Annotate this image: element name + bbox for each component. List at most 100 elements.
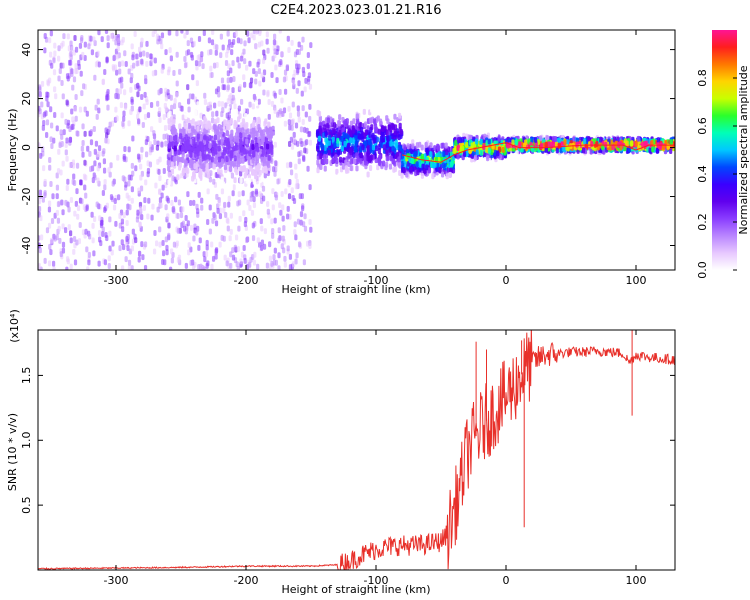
heatmap-cell bbox=[391, 124, 396, 131]
heatmap-cell bbox=[162, 250, 166, 257]
heatmap-cell bbox=[634, 140, 638, 147]
heatmap-cell bbox=[84, 228, 88, 235]
heatmap-cell bbox=[199, 135, 203, 142]
heatmap-cell bbox=[400, 172, 404, 179]
heatmap-cell bbox=[187, 127, 191, 134]
heatmap-cell bbox=[245, 64, 249, 71]
heatmap-cell bbox=[278, 30, 282, 34]
heatmap-cell bbox=[216, 117, 220, 124]
heatmap-cell bbox=[146, 213, 150, 220]
heatmap-cell bbox=[650, 139, 654, 146]
heatmap-cell bbox=[146, 167, 151, 174]
heatmap-cell bbox=[133, 233, 137, 240]
heatmap-cell bbox=[242, 244, 246, 251]
heatmap-cell bbox=[118, 245, 122, 252]
heatmap-cell bbox=[270, 100, 275, 107]
heatmap-cell bbox=[224, 60, 229, 67]
heatmap-cell bbox=[269, 140, 273, 147]
heatmap-cell bbox=[257, 98, 261, 105]
heatmap-cell bbox=[281, 111, 285, 118]
heatmap-cell bbox=[301, 66, 306, 73]
heatmap-cell bbox=[184, 146, 188, 153]
heatmap-cell bbox=[325, 141, 329, 148]
heatmap-cell bbox=[107, 255, 111, 262]
heatmap-cell bbox=[158, 117, 162, 124]
heatmap-cell bbox=[61, 223, 65, 230]
heatmap-cell bbox=[140, 93, 144, 100]
heatmap-cell bbox=[368, 117, 373, 124]
heatmap-cell bbox=[267, 154, 271, 161]
heatmap-cell bbox=[565, 139, 570, 146]
heatmap-cell bbox=[285, 213, 290, 220]
heatmap-cell bbox=[334, 154, 338, 161]
heatmap-cell bbox=[50, 62, 54, 69]
heatmap-cell bbox=[337, 120, 342, 127]
heatmap-cell bbox=[231, 94, 235, 101]
colorbar: 0.00.20.40.60.8 Normalized spectral ampl… bbox=[696, 30, 750, 279]
heatmap-cell bbox=[106, 88, 110, 95]
heatmap-cell bbox=[344, 165, 348, 172]
heatmap-cell bbox=[161, 239, 165, 246]
heatmap-cell bbox=[138, 51, 143, 58]
snr-spikes bbox=[475, 330, 633, 528]
heatmap-cell bbox=[48, 157, 52, 164]
heatmap-cell bbox=[160, 32, 165, 39]
heatmap-cell bbox=[136, 209, 140, 216]
heatmap-cell bbox=[346, 134, 350, 141]
heatmap-cell bbox=[279, 59, 283, 66]
heatmap-cell bbox=[145, 51, 150, 58]
heatmap-cell bbox=[62, 33, 66, 40]
heatmap-cell bbox=[461, 136, 465, 143]
heatmap-cell bbox=[272, 254, 276, 261]
heatmap-cell bbox=[334, 173, 338, 180]
heatmap-cell bbox=[141, 122, 145, 129]
y-tick-label: 20 bbox=[20, 92, 33, 106]
heatmap-cell bbox=[145, 60, 149, 67]
heatmap-cell bbox=[285, 162, 290, 169]
heatmap-cell bbox=[195, 80, 199, 87]
heatmap-cell bbox=[332, 127, 336, 134]
heatmap-cell bbox=[105, 202, 109, 209]
heatmap-cell bbox=[162, 133, 166, 140]
heatmap-cell bbox=[544, 146, 548, 153]
heatmap-cell bbox=[359, 157, 363, 164]
heatmap-cell bbox=[69, 230, 73, 237]
heatmap-cell bbox=[362, 108, 366, 115]
heatmap-cell bbox=[563, 139, 567, 146]
heatmap-cell bbox=[174, 128, 178, 135]
heatmap-cell bbox=[338, 156, 343, 163]
snr-line bbox=[38, 330, 675, 570]
heatmap-cell bbox=[55, 172, 59, 179]
heatmap-cell bbox=[174, 92, 179, 99]
heatmap-cell bbox=[248, 261, 252, 268]
heatmap-cell bbox=[271, 125, 275, 132]
heatmap-cell bbox=[307, 131, 311, 138]
heatmap-cell bbox=[170, 248, 174, 255]
heatmap-cell bbox=[165, 249, 169, 256]
heatmap-cell bbox=[248, 204, 252, 211]
heatmap-cell bbox=[210, 117, 215, 124]
heatmap-cell bbox=[354, 134, 358, 141]
heatmap-cell bbox=[205, 239, 209, 246]
heatmap-cell bbox=[345, 175, 349, 182]
heatmap-cell bbox=[216, 168, 221, 175]
heatmap-cell bbox=[262, 149, 266, 156]
heatmap-cell bbox=[66, 33, 70, 40]
heatmap-cell bbox=[197, 191, 201, 198]
heatmap-cell bbox=[228, 235, 232, 242]
heatmap-cell bbox=[351, 171, 356, 178]
heatmap-cell bbox=[57, 225, 61, 232]
heatmap-cell bbox=[114, 106, 118, 113]
heatmap-cell bbox=[243, 172, 247, 179]
heatmap-cell bbox=[216, 86, 221, 93]
heatmap-cell bbox=[183, 32, 187, 39]
heatmap-cell bbox=[545, 135, 549, 142]
heatmap-cell bbox=[129, 174, 133, 181]
heatmap-cell bbox=[589, 148, 593, 155]
heatmap-cell bbox=[163, 124, 168, 131]
heatmap-cell bbox=[368, 155, 372, 162]
heatmap-cell bbox=[214, 253, 218, 260]
heatmap-cell bbox=[172, 118, 176, 125]
heatmap-cell bbox=[219, 52, 223, 59]
